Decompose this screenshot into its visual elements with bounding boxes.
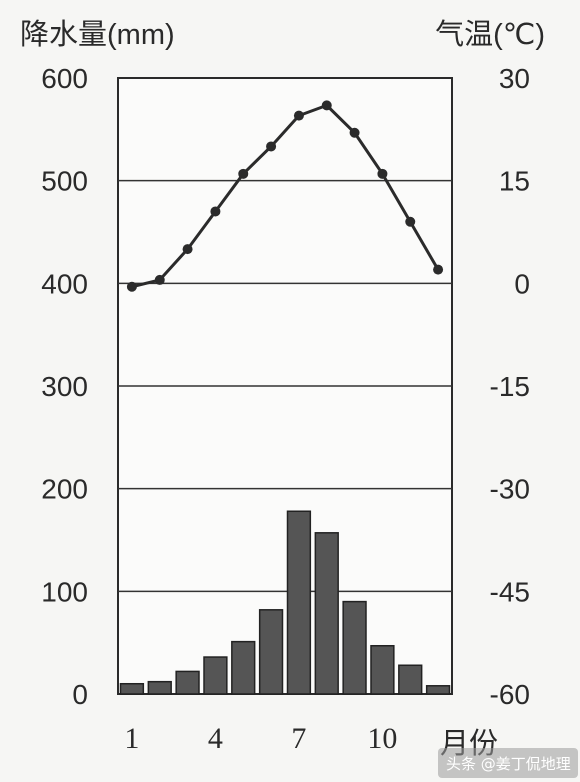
precipitation-bar bbox=[119, 682, 145, 695]
left-tick-label: 500 bbox=[41, 166, 88, 197]
temperature-point bbox=[293, 110, 304, 121]
right-tick-label: 15 bbox=[499, 166, 530, 197]
temperature-point bbox=[377, 168, 388, 179]
temperature-point bbox=[405, 216, 416, 227]
temperature-point bbox=[349, 127, 360, 138]
x-tick-label: 1 bbox=[124, 722, 139, 755]
right-tick-label: -15 bbox=[490, 371, 530, 402]
temperature-point bbox=[321, 100, 332, 111]
x-axis-ticks: 1 4 7 10 bbox=[124, 722, 397, 755]
right-tick-label: -30 bbox=[490, 474, 530, 505]
right-tick-label: -45 bbox=[490, 576, 530, 607]
x-tick-label: 7 bbox=[291, 722, 306, 755]
x-tick-label: 4 bbox=[208, 722, 223, 755]
watermark: 头条 @姜丁侃地理 bbox=[438, 748, 578, 778]
right-axis-ticks: 30 15 0 -15 -30 -45 -60 bbox=[490, 63, 530, 710]
left-tick-label: 600 bbox=[41, 63, 88, 94]
precipitation-bar bbox=[425, 685, 451, 695]
precipitation-bar bbox=[342, 600, 367, 695]
right-tick-label: 0 bbox=[514, 268, 530, 299]
right-axis-title: 气温(℃) bbox=[435, 18, 545, 51]
left-axis-ticks: 600 500 400 300 200 100 0 bbox=[41, 63, 88, 710]
temperature-point bbox=[126, 281, 137, 292]
left-tick-label: 100 bbox=[41, 576, 88, 607]
left-tick-label: 0 bbox=[72, 679, 88, 710]
precipitation-bar bbox=[175, 670, 200, 695]
right-tick-label: 30 bbox=[499, 63, 530, 94]
precipitation-bar bbox=[203, 656, 228, 695]
temperature-point bbox=[182, 244, 193, 255]
precipitation-bars bbox=[119, 510, 451, 695]
precipitation-bar bbox=[258, 609, 284, 695]
precipitation-bar bbox=[370, 644, 395, 695]
precipitation-bar bbox=[147, 680, 172, 695]
grid-lines bbox=[118, 179, 452, 593]
precipitation-bar bbox=[231, 640, 256, 695]
temperature-line-path bbox=[131, 103, 440, 289]
svg-text:头条 @姜丁侃地理: 头条 @姜丁侃地理 bbox=[446, 755, 571, 773]
temperature-line bbox=[126, 100, 444, 292]
temperature-point bbox=[238, 168, 249, 179]
temperature-point bbox=[210, 206, 221, 217]
left-tick-label: 300 bbox=[41, 371, 88, 402]
precipitation-bar bbox=[314, 532, 339, 695]
temperature-point bbox=[433, 264, 444, 275]
x-tick-label: 10 bbox=[367, 722, 397, 755]
left-tick-label: 200 bbox=[41, 474, 88, 505]
left-tick-label: 400 bbox=[41, 268, 88, 299]
temperature-point bbox=[266, 141, 277, 152]
temperature-point bbox=[154, 274, 165, 285]
right-tick-label: -60 bbox=[490, 679, 530, 710]
left-axis-title: 降水量(mm) bbox=[20, 18, 175, 51]
precipitation-bar bbox=[286, 510, 312, 695]
precipitation-bar bbox=[398, 664, 423, 695]
